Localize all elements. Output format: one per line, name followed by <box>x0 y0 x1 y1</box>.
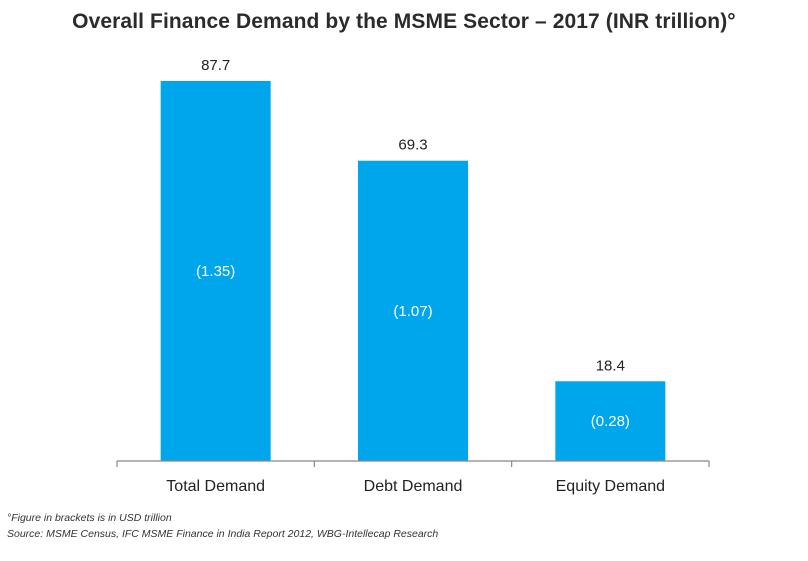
bar <box>555 381 666 461</box>
bar <box>358 160 468 462</box>
x-axis <box>116 460 710 467</box>
chart-title: Overall Finance Demand by the MSME Secto… <box>72 10 736 33</box>
bar <box>160 81 271 461</box>
labels-layer: 87.7 (1.35) Total Demand 69.3 (1.07) Debt Dem… <box>166 57 665 495</box>
inner-label: (1.07) <box>393 303 432 320</box>
data-label: 87.7 <box>201 57 230 74</box>
data-label: 69.3 <box>398 137 427 154</box>
data-label: 18.4 <box>596 357 625 374</box>
inner-label: (0.28) <box>591 413 630 430</box>
bars-layer <box>160 81 666 462</box>
footnote-source: Source: MSME Census, IFC MSME Finance in… <box>7 528 439 540</box>
category-label: Total Demand <box>166 478 265 495</box>
inner-label: (1.35) <box>196 263 235 280</box>
category-label: Equity Demand <box>556 478 665 495</box>
footnote-currency: °Figure in brackets is in USD trillion <box>7 512 172 524</box>
category-label: Debt Demand <box>364 478 463 495</box>
